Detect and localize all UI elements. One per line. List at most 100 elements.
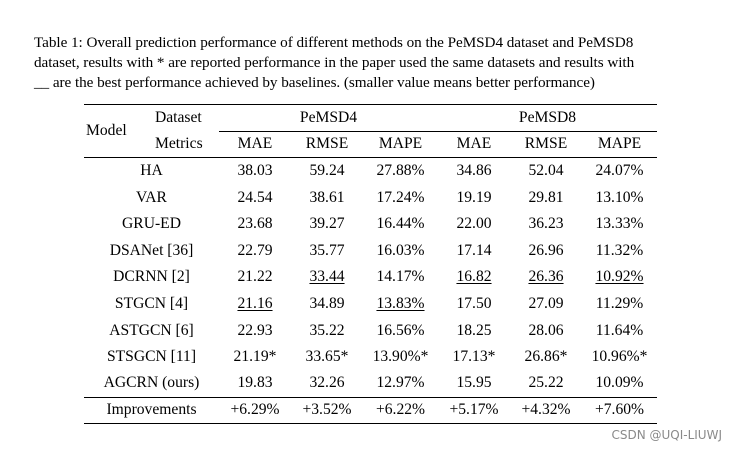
metric-value-text: 21.16: [237, 294, 273, 312]
metrics-header: Metrics: [152, 131, 219, 159]
metric-value-text: 17.13*: [452, 348, 496, 366]
metric-value: 16.03%: [363, 237, 438, 264]
metric-value: +7.60%: [582, 397, 657, 425]
metric-value-text: 17.24%: [376, 188, 425, 206]
metric-value-text: +3.52%: [302, 401, 352, 419]
metric-value: 22.93: [219, 317, 291, 344]
metric-value: 35.77: [291, 237, 363, 264]
metric-value: +6.29%: [219, 397, 291, 425]
table-row: HA 38.03 59.24 27.88% 34.86 52.04 24.07%: [84, 158, 657, 185]
metric-value: 38.61: [291, 184, 363, 211]
metric-value-text: +5.17%: [449, 401, 499, 419]
metric-col-2: RMSE: [291, 131, 363, 159]
metric-value-text: 38.61: [309, 188, 345, 206]
model-name: GRU-ED: [122, 215, 181, 233]
metric-value: 52.04: [510, 158, 582, 185]
metric-value-text: 25.22: [528, 374, 564, 392]
metric-value: +6.22%: [363, 397, 438, 425]
metric-value: 11.32%: [582, 237, 657, 264]
metric-value: 34.86: [438, 158, 510, 185]
metric-col-3: MAPE: [363, 131, 438, 159]
metric-value: 10.92%: [582, 264, 657, 291]
metric-value-text: 34.86: [456, 162, 492, 180]
metric-value-text: 16.03%: [376, 241, 425, 259]
metric-value: 25.22: [510, 370, 582, 398]
metric-value: 21.19*: [219, 344, 291, 371]
metric-value-text: 10.96%*: [591, 348, 648, 366]
dataset-pemsd4: PeMSD4: [219, 104, 438, 132]
metric-value: 32.26: [291, 370, 363, 398]
metric-value: +3.52%: [291, 397, 363, 425]
metric-value: 28.06: [510, 317, 582, 344]
table-caption: Table 1: Overall prediction performance …: [34, 33, 702, 93]
metric-value: 17.50: [438, 291, 510, 318]
metric-value-text: 17.14: [456, 241, 492, 259]
metric-value: 39.27: [291, 211, 363, 238]
metric-value-text: 16.56%: [376, 321, 425, 339]
model-name: STSGCN [11]: [106, 348, 197, 366]
metric-value-text: 13.33%: [595, 215, 644, 233]
metric-value-text: 35.77: [309, 241, 345, 259]
metric-value-text: +7.60%: [594, 401, 645, 419]
metric-value: 38.03: [219, 158, 291, 185]
model-header: Model: [84, 104, 152, 159]
metric-value-text: 17.50: [456, 294, 492, 312]
table-row: DSANet [36] 22.79 35.77 16.03% 17.14 26.96 11.…: [84, 237, 657, 264]
metric-value: 27.88%: [363, 158, 438, 185]
metric-value: 10.09%: [582, 370, 657, 398]
model-name: DSANet [36]: [109, 241, 194, 259]
table-row: GRU-ED 23.68 39.27 16.44% 22.00 36.23 13.33%: [84, 211, 657, 238]
metric-value-text: 11.32%: [595, 241, 644, 259]
metric-value-text: 36.23: [528, 215, 564, 233]
metric-value: 24.54: [219, 184, 291, 211]
metric-value-text: 59.24: [309, 162, 345, 180]
metric-value: +5.17%: [438, 397, 510, 425]
metric-value-text: 26.96: [528, 241, 564, 259]
metric-value: 15.95: [438, 370, 510, 398]
caption-line-1: Table 1: Overall prediction performance …: [34, 34, 634, 51]
metric-value-text: 22.93: [237, 321, 273, 339]
metric-value-text: 19.83: [237, 374, 273, 392]
metric-value-text: 16.82: [456, 268, 492, 286]
dataset-pemsd8: PeMSD8: [438, 104, 657, 132]
metric-value-text: 39.27: [309, 215, 345, 233]
metric-value: 27.09: [510, 291, 582, 318]
metric-value: 10.96%*: [582, 344, 657, 371]
metric-value: 22.00: [438, 211, 510, 238]
metric-value: 19.19: [438, 184, 510, 211]
model-name: DCRNN [2]: [113, 268, 190, 286]
metric-value-text: 13.83%: [376, 294, 425, 312]
metric-col-5: RMSE: [510, 131, 582, 159]
model-name: HA: [140, 162, 163, 180]
metric-value-text: 19.19: [456, 188, 492, 206]
metric-value: 35.22: [291, 317, 363, 344]
metric-value-text: 22.79: [237, 241, 273, 259]
metric-value: 21.22: [219, 264, 291, 291]
metric-value: 17.13*: [438, 344, 510, 371]
metric-value: 26.86*: [510, 344, 582, 371]
metric-value-text: 16.44%: [376, 215, 425, 233]
metric-value-text: 28.06: [528, 321, 564, 339]
metric-value-text: 13.10%: [595, 188, 644, 206]
metric-value-text: 11.64%: [595, 321, 644, 339]
metric-value: 13.33%: [582, 211, 657, 238]
metric-value: 13.83%: [363, 291, 438, 318]
metric-value-text: 10.92%: [595, 268, 644, 286]
metric-value: 12.97%: [363, 370, 438, 398]
metric-value: 36.23: [510, 211, 582, 238]
dataset-header: Dataset: [155, 109, 202, 127]
table-row: STSGCN [11] 21.19* 33.65* 13.90%* 17.13* 26.8…: [84, 344, 657, 371]
metric-value: 19.83: [219, 370, 291, 398]
metric-value-text: 27.09: [528, 294, 564, 312]
table-row: VAR 24.54 38.61 17.24% 19.19 29.81 13.10%: [84, 184, 657, 211]
metric-value-text: 26.86*: [524, 348, 568, 366]
metric-value-text: +6.29%: [230, 401, 280, 419]
header-row-datasets: Model Dataset PeMSD4 PeMSD8: [84, 104, 657, 159]
model-name: VAR: [136, 188, 167, 206]
metric-value-text: 14.17%: [376, 268, 425, 286]
metric-value-text: 13.90%*: [372, 348, 429, 366]
metric-value-text: 35.22: [309, 321, 345, 339]
metric-value-text: 11.29%: [595, 294, 644, 312]
metric-value: 16.44%: [363, 211, 438, 238]
metric-value: 11.64%: [582, 317, 657, 344]
